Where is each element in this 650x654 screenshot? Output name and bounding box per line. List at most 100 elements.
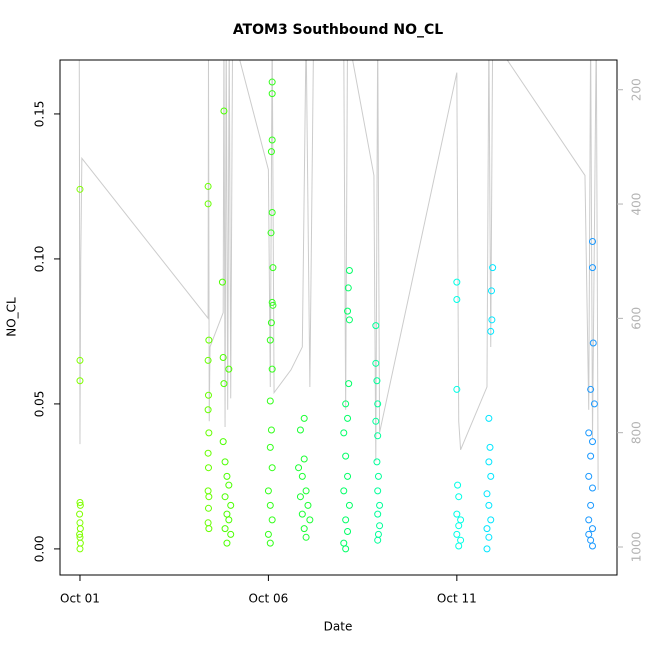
data-point — [340, 429, 348, 437]
data-point — [204, 391, 212, 399]
data-point — [205, 336, 213, 344]
data-point — [345, 316, 353, 324]
data-point — [486, 443, 494, 451]
data-point — [587, 501, 595, 509]
data-point — [302, 533, 310, 541]
plot-frame — [59, 59, 618, 576]
data-point — [485, 458, 493, 466]
data-point — [267, 148, 275, 156]
data-point — [268, 78, 276, 86]
data-point — [589, 238, 597, 246]
data-point — [227, 530, 235, 538]
data-point — [374, 432, 382, 440]
data-point — [453, 510, 461, 518]
data-point — [587, 385, 595, 393]
data-point — [300, 455, 308, 463]
data-point — [488, 316, 496, 324]
data-point — [204, 504, 212, 512]
data-point — [344, 284, 352, 292]
data-point — [220, 107, 228, 115]
data-point — [589, 264, 597, 272]
data-point — [295, 464, 303, 472]
y2-tick-label: 800 — [630, 421, 644, 444]
data-point — [205, 525, 213, 533]
data-point — [374, 400, 382, 408]
data-point — [225, 481, 233, 489]
y2-tick-label: 1000 — [630, 532, 644, 563]
data-point — [76, 501, 84, 509]
x-tick-label: Oct 01 — [60, 592, 100, 606]
data-point — [589, 339, 597, 347]
data-point — [374, 487, 382, 495]
data-point — [219, 438, 227, 446]
data-point — [296, 493, 304, 501]
data-point — [589, 484, 597, 492]
data-point — [266, 501, 274, 509]
data-point — [205, 493, 213, 501]
data-point — [269, 301, 277, 309]
y-tick-label: 0.15 — [33, 101, 47, 128]
data-point — [76, 499, 84, 507]
data-point — [268, 516, 276, 524]
data-point — [267, 229, 275, 237]
data-point — [342, 516, 350, 524]
data-point — [483, 525, 491, 533]
data-point — [269, 264, 277, 272]
data-point — [342, 545, 350, 553]
y-tick-label: 0.05 — [33, 391, 47, 418]
x-tick-label: Oct 11 — [437, 592, 477, 606]
data-point — [453, 278, 461, 286]
data-point — [76, 545, 84, 553]
data-point — [223, 472, 231, 480]
data-point — [345, 380, 353, 388]
data-point — [374, 510, 382, 518]
data-point — [218, 278, 226, 286]
data-point — [373, 377, 381, 385]
data-point — [455, 493, 463, 501]
data-point — [268, 90, 276, 98]
data-point — [298, 510, 306, 518]
data-point — [589, 525, 597, 533]
data-point — [345, 267, 353, 275]
data-point — [453, 530, 461, 538]
data-point — [298, 472, 306, 480]
data-point — [585, 429, 593, 437]
data-point — [204, 200, 212, 208]
data-point — [372, 322, 380, 330]
data-point — [345, 501, 353, 509]
data-point — [485, 533, 493, 541]
data-point — [453, 296, 461, 304]
data-point — [487, 516, 495, 524]
x-tick-label: Oct 06 — [248, 592, 288, 606]
data-point — [485, 501, 493, 509]
data-point — [204, 356, 212, 364]
y2-tick-label: 200 — [630, 78, 644, 101]
data-point — [220, 380, 228, 388]
data-point — [268, 298, 276, 306]
data-point — [205, 429, 213, 437]
data-point — [223, 539, 231, 547]
y-tick-label: 0.00 — [33, 536, 47, 563]
data-point — [585, 516, 593, 524]
data-point — [267, 426, 275, 434]
data-point — [589, 542, 597, 550]
data-point — [227, 501, 235, 509]
data-point — [204, 449, 212, 457]
data-point — [372, 417, 380, 425]
data-point — [585, 472, 593, 480]
data-point — [221, 458, 229, 466]
data-point — [483, 490, 491, 498]
data-point — [344, 472, 352, 480]
data-point — [221, 493, 229, 501]
data-point — [268, 365, 276, 373]
data-point — [264, 487, 272, 495]
data-point — [485, 414, 493, 422]
data-point — [302, 487, 310, 495]
data-point — [304, 501, 312, 509]
data-point — [587, 452, 595, 460]
data-point — [76, 185, 84, 193]
data-point — [344, 307, 352, 315]
data-point — [266, 397, 274, 405]
data-point — [300, 414, 308, 422]
